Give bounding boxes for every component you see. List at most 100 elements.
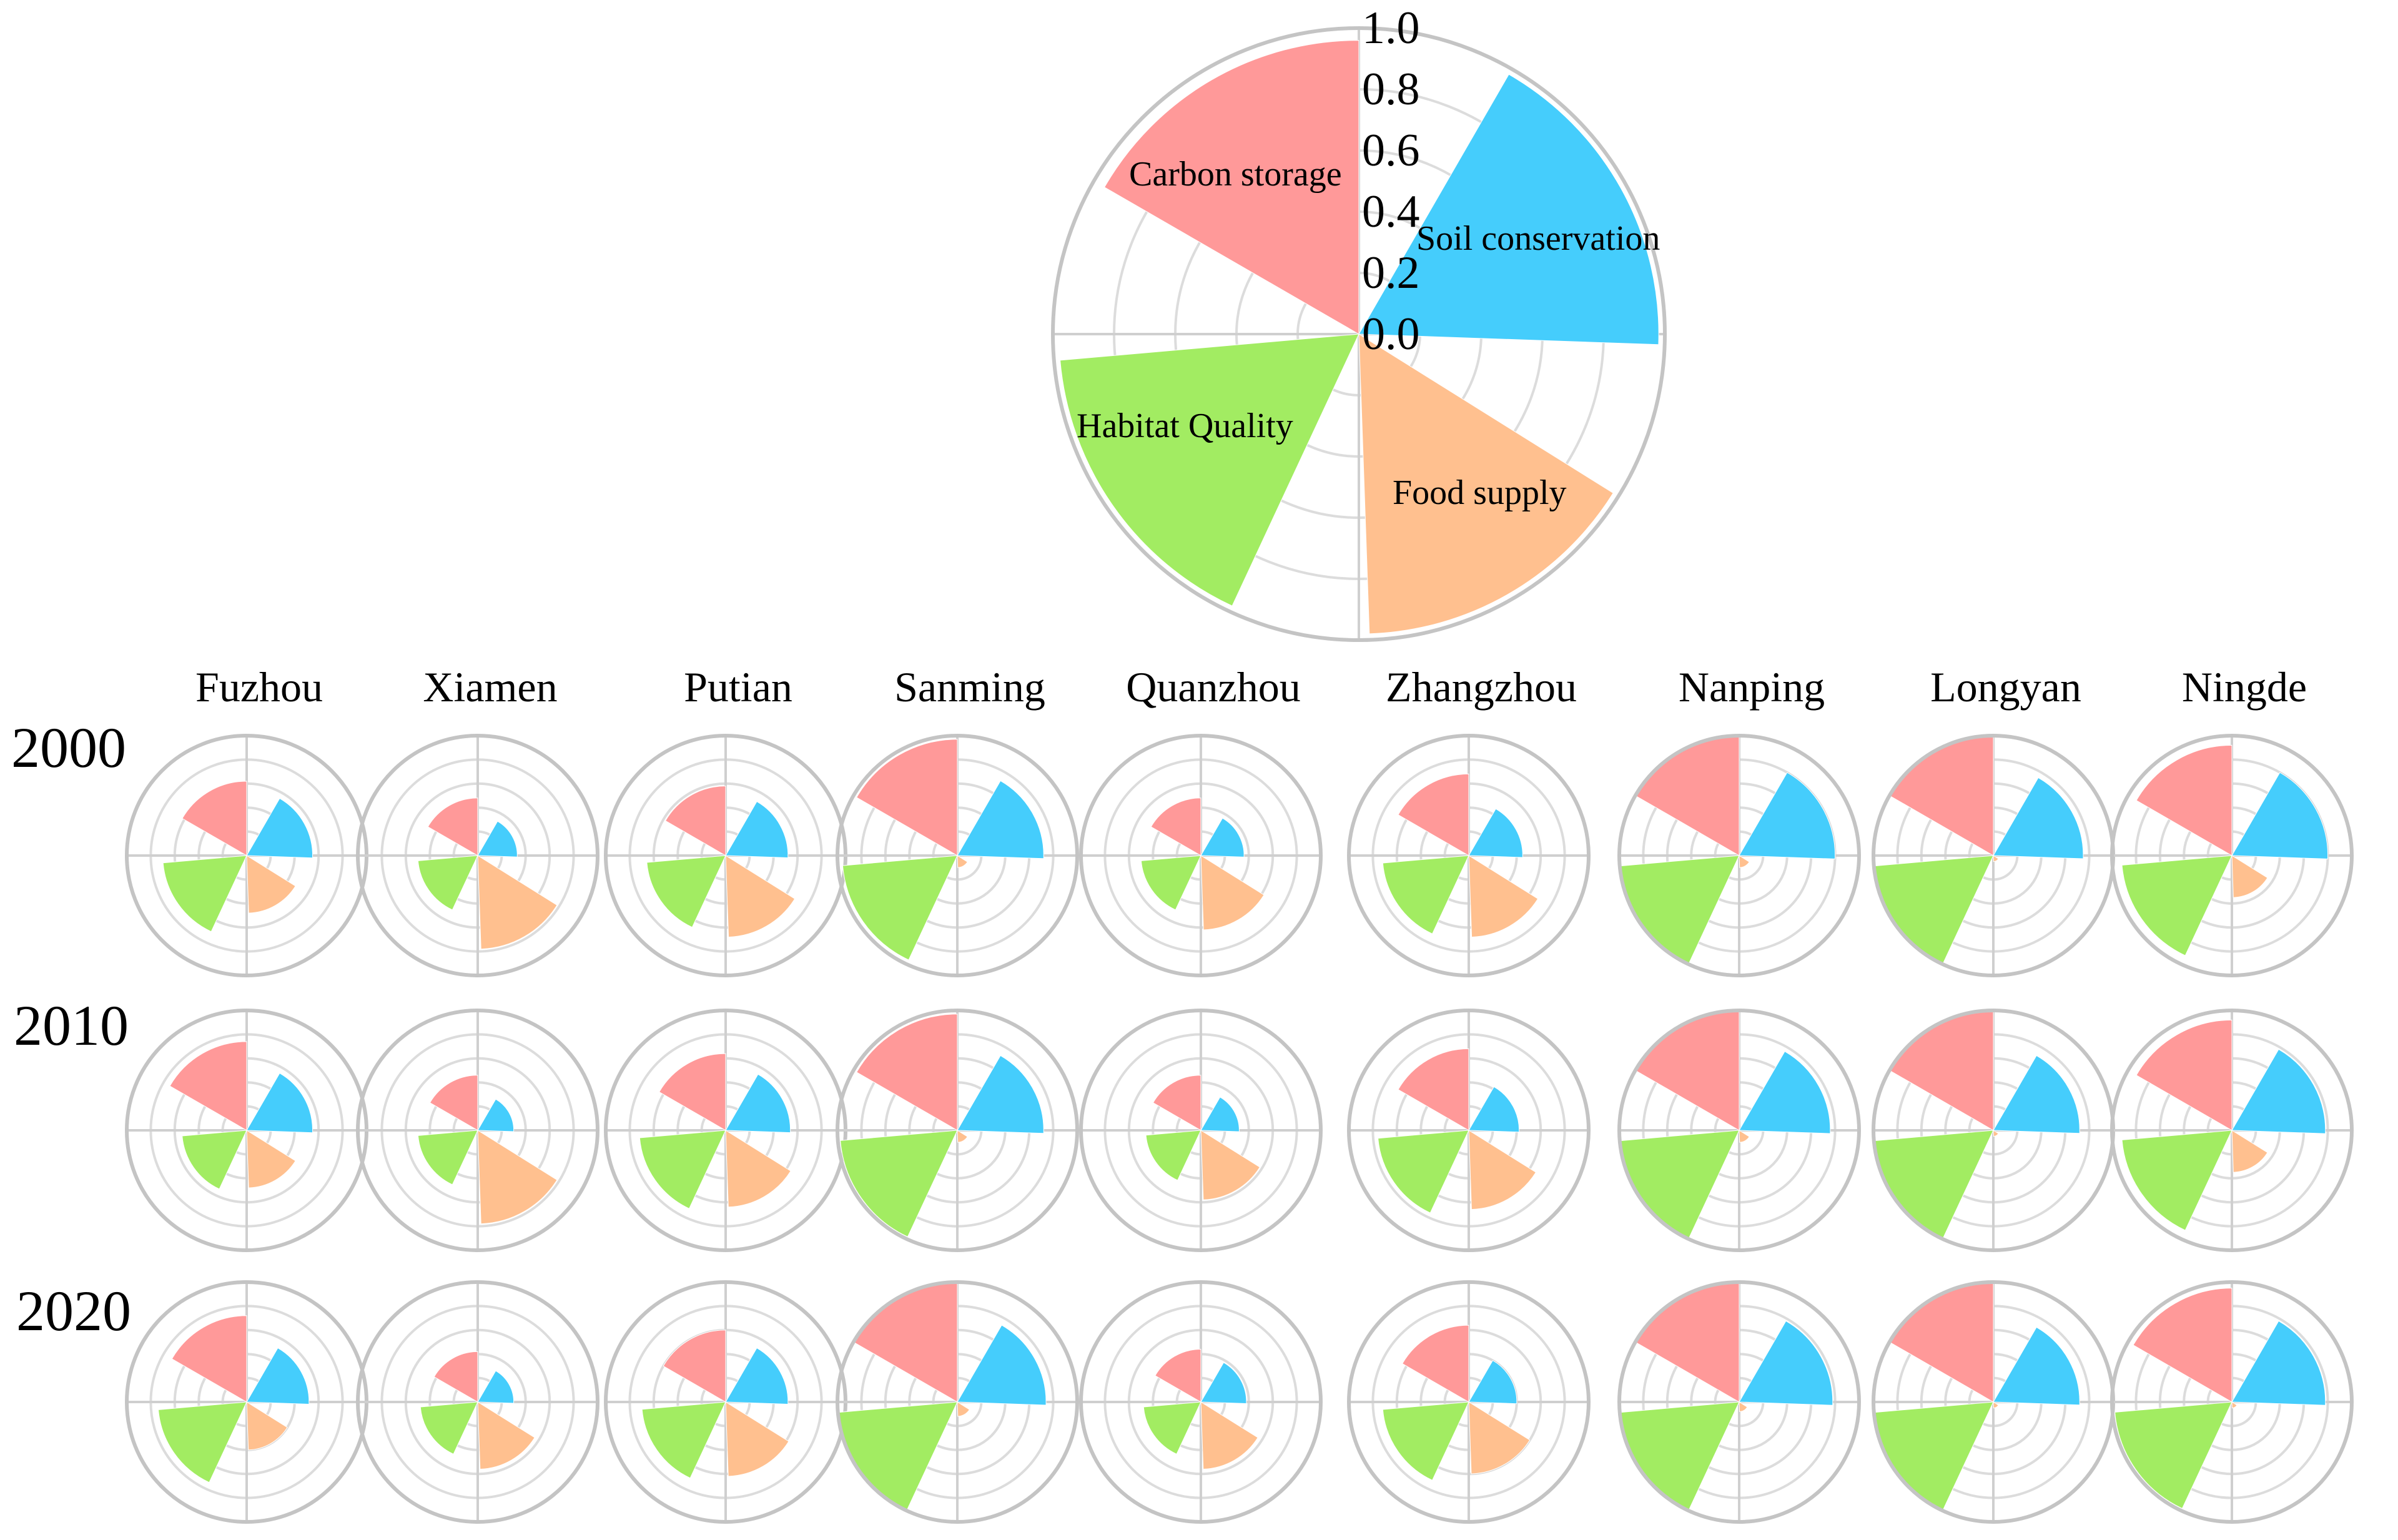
quanzhou-2000-bar-carbon-storage — [1150, 797, 1201, 856]
polar-chart-sanming-2020 — [836, 1280, 1079, 1524]
legend-label-habitat-quality: Habitat Quality — [1077, 407, 1293, 445]
sanming-2020-bar-soil-conservation — [957, 1325, 1047, 1406]
sanming-2000-bar-carbon-storage — [856, 739, 958, 856]
putian-2020-bar-food-supply — [725, 1401, 789, 1477]
fuzhou-2000-bar-soil-conservation — [246, 797, 313, 859]
quanzhou-2000-bar-soil-conservation — [1200, 817, 1245, 857]
ningde-2020-outer-ring — [2110, 1280, 2354, 1524]
nanping-2000-bar-food-supply — [1739, 855, 1750, 868]
polar-chart-xiamen-2020 — [356, 1280, 600, 1524]
longyan-2010-bar-soil-conservation — [1993, 1055, 2080, 1134]
nanping-2020-bar-habitat-quality — [1619, 1401, 1740, 1511]
nanping-2010-bar-food-supply — [1739, 1130, 1750, 1143]
polar-chart-fuzhou-2020 — [125, 1280, 368, 1524]
sanming-2020-bar-food-supply — [957, 1401, 970, 1417]
legend-label-soil-conservation: Soil conservation — [1416, 219, 1660, 258]
city-label-putian: Putian — [684, 663, 792, 711]
polar-chart-quanzhou-2010 — [1079, 1009, 1323, 1252]
sanming-2000-bar-habitat-quality — [842, 855, 958, 960]
longyan-2020-bar-habitat-quality — [1873, 1401, 1994, 1511]
legend-bar-food-supply — [1358, 333, 1614, 634]
longyan-2010-bar-food-supply — [1993, 1130, 1999, 1137]
quanzhou-2020-outer-ring — [1079, 1280, 1323, 1524]
year-label-2010: 2010 — [14, 994, 129, 1057]
legend-label-food-supply: Food supply — [1393, 473, 1567, 512]
sanming-2000-bar-food-supply — [957, 855, 968, 868]
nanping-2000-bar-habitat-quality — [1619, 855, 1740, 965]
zhangzhou-2000-bar-food-supply — [1468, 855, 1539, 938]
legend-r-tick-label: 0.8 — [1362, 64, 1420, 115]
legend-r-tick-label: 1.0 — [1362, 2, 1420, 54]
longyan-2010-bar-carbon-storage — [1889, 1010, 1994, 1131]
city-label-nanping: Nanping — [1679, 663, 1825, 711]
xiamen-2000-bar-habitat-quality — [417, 855, 478, 911]
city-label-fuzhou: Fuzhou — [195, 663, 323, 711]
polar-chart-xiamen-2010 — [356, 1009, 600, 1252]
xiamen-2010-outer-ring — [356, 1009, 600, 1252]
polar-chart-quanzhou-2020 — [1079, 1280, 1323, 1524]
city-labels: Fuzhou Xiamen Putian Sanming Quanzhou Zhangzh… — [195, 663, 2307, 711]
putian-2000-bar-habitat-quality — [646, 855, 726, 928]
polar-chart-zhangzhou-2010 — [1347, 1009, 1591, 1252]
putian-2020-bar-habitat-quality — [641, 1401, 726, 1479]
polar-chart-sanming-2000 — [836, 734, 1079, 977]
nanping-2000-bar-soil-conservation — [1739, 772, 1836, 859]
zhangzhou-2000-bar-habitat-quality — [1382, 855, 1469, 934]
polar-chart-nanping-2000 — [1617, 734, 1861, 977]
quanzhou-2000-outer-ring — [1079, 734, 1323, 977]
putian-2000-bar-soil-conservation — [725, 801, 789, 859]
fuzhou-2010-bar-habitat-quality — [182, 1130, 247, 1190]
city-label-ningde: Ningde — [2182, 663, 2307, 711]
quanzhou-2010-bar-habitat-quality — [1145, 1130, 1201, 1181]
nanping-2020-bar-carbon-storage — [1635, 1281, 1740, 1403]
polar-chart-ningde-2020 — [2110, 1280, 2354, 1524]
quanzhou-2000-bar-habitat-quality — [1140, 855, 1201, 911]
quanzhou-2020-bar-soil-conservation — [1200, 1362, 1247, 1404]
zhangzhou-2020-bar-food-supply — [1468, 1401, 1531, 1474]
polar-chart-ningde-2000 — [2110, 734, 2354, 977]
year-label-2000: 2000 — [11, 716, 126, 779]
sanming-2020-bar-habitat-quality — [837, 1401, 958, 1511]
polar-chart-xiamen-2000 — [356, 734, 600, 977]
ningde-2010-bar-food-supply — [2231, 1130, 2268, 1173]
nanping-2010-bar-carbon-storage — [1635, 1010, 1740, 1131]
polar-chart-fuzhou-2010 — [125, 1009, 368, 1252]
xiamen-2000-outer-ring — [356, 734, 600, 977]
sanming-2010-bar-carbon-storage — [856, 1014, 958, 1131]
polar-chart-sanming-2010 — [836, 1009, 1079, 1252]
year-labels: 2000 2010 2020 — [11, 716, 131, 1343]
xiamen-2020-bar-soil-conservation — [477, 1370, 515, 1404]
fuzhou-2020-bar-habitat-quality — [157, 1401, 247, 1483]
xiamen-2000-bar-food-supply — [477, 855, 558, 950]
sanming-2010-bar-food-supply — [957, 1130, 968, 1143]
longyan-2020-bar-food-supply — [1993, 1401, 1999, 1409]
legend-label-carbon-storage: Carbon storage — [1129, 155, 1342, 194]
quanzhou-2010-bar-food-supply — [1200, 1130, 1261, 1200]
legend-bar-soil-conservation — [1358, 74, 1659, 345]
polar-chart-longyan-2020 — [1872, 1280, 2115, 1524]
legend-r-tick-label: 0.6 — [1362, 125, 1420, 176]
xiamen-2010-bar-habitat-quality — [417, 1130, 478, 1185]
nanping-2010-bar-soil-conservation — [1739, 1050, 1831, 1134]
fuzhou-2020-bar-food-supply — [246, 1401, 288, 1451]
fuzhou-2020-bar-carbon-storage — [171, 1315, 247, 1403]
polar-chart-zhangzhou-2000 — [1347, 734, 1591, 977]
longyan-2020-bar-soil-conservation — [1993, 1326, 2080, 1406]
sanming-2000-outer-ring — [836, 734, 1079, 977]
zhangzhou-2020-bar-habitat-quality — [1382, 1401, 1469, 1481]
legend-r-tick-label: 0.2 — [1362, 247, 1420, 299]
city-label-sanming: Sanming — [894, 663, 1045, 711]
ningde-2010-outer-ring — [2110, 1009, 2354, 1252]
zhangzhou-2000-bar-carbon-storage — [1398, 773, 1469, 856]
polar-chart-putian-2000 — [604, 734, 847, 977]
sanming-2000-bar-soil-conservation — [957, 780, 1044, 859]
legend-outer-ring — [1051, 26, 1667, 642]
zhangzhou-2000-bar-soil-conservation — [1468, 808, 1523, 858]
xiamen-2020-bar-food-supply — [477, 1401, 535, 1470]
nanping-2020-outer-ring — [1617, 1280, 1861, 1524]
xiamen-2010-bar-food-supply — [477, 1130, 558, 1225]
putian-2010-bar-carbon-storage — [658, 1053, 726, 1131]
polar-chart-longyan-2000 — [1872, 734, 2115, 977]
longyan-2010-bar-habitat-quality — [1873, 1130, 1994, 1240]
longyan-2000-bar-carbon-storage — [1889, 735, 1994, 856]
